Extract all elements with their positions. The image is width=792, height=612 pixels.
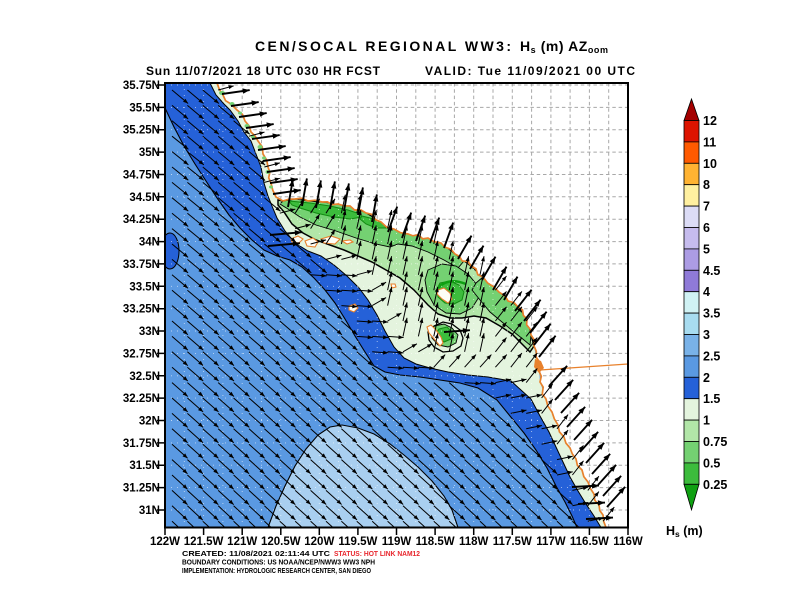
svg-text:Sun 11/07/2021 18 UTC 030 HR F: Sun 11/07/2021 18 UTC 030 HR FCST [146, 64, 381, 78]
svg-text:32.5N: 32.5N [129, 371, 160, 383]
svg-text:1.5: 1.5 [703, 392, 720, 406]
svg-text:116W: 116W [613, 536, 643, 548]
svg-text:120.5W: 120.5W [261, 536, 301, 548]
svg-text:35.75N: 35.75N [123, 80, 160, 92]
svg-text:BOUNDARY CONDITIONS: US NOAA/N: BOUNDARY CONDITIONS: US NOAA/NCEP/NWW3 W… [182, 558, 375, 567]
svg-text:35.25N: 35.25N [123, 125, 160, 137]
svg-text:4: 4 [703, 285, 710, 299]
svg-text:34.25N: 34.25N [123, 214, 160, 226]
svg-text:34.5N: 34.5N [129, 192, 160, 204]
svg-text:4.5: 4.5 [703, 264, 720, 278]
svg-text:1: 1 [703, 414, 710, 428]
svg-text:31N: 31N [139, 505, 160, 517]
svg-text:6: 6 [703, 221, 710, 235]
svg-text:116.5W: 116.5W [570, 536, 609, 548]
svg-text:31.25N: 31.25N [123, 483, 160, 495]
svg-text:32.25N: 32.25N [123, 393, 160, 405]
svg-text:119W: 119W [382, 536, 412, 548]
svg-text:STATUS: HOT LINK NAM12: STATUS: HOT LINK NAM12 [334, 549, 420, 558]
svg-text:8: 8 [703, 178, 710, 192]
svg-text:35N: 35N [139, 147, 160, 159]
svg-text:3: 3 [703, 328, 710, 342]
svg-text:3.5: 3.5 [703, 307, 720, 321]
svg-text:2.5: 2.5 [703, 349, 720, 363]
svg-text:CREATED: 11/08/2021 02:11:44 U: CREATED: 11/08/2021 02:11:44 UTC [182, 549, 331, 558]
svg-text:120W: 120W [304, 536, 334, 548]
svg-text:117.5W: 117.5W [493, 536, 532, 548]
svg-text:5: 5 [703, 242, 710, 256]
svg-text:122W: 122W [150, 536, 180, 548]
svg-text:11: 11 [703, 135, 716, 149]
svg-text:118W: 118W [459, 536, 489, 548]
svg-text:31.5N: 31.5N [129, 460, 160, 472]
svg-text:Hs (m) AZoom: Hs (m) AZoom [520, 38, 608, 55]
svg-text:119.5W: 119.5W [338, 536, 377, 548]
svg-text:33.5N: 33.5N [129, 281, 160, 293]
svg-text:32N: 32N [139, 416, 160, 428]
svg-text:31.75N: 31.75N [123, 438, 160, 450]
svg-text:32.75N: 32.75N [123, 348, 160, 360]
svg-text:IMPLEMENTATION: HYDROLOGIC RES: IMPLEMENTATION: HYDROLOGIC RESEARCH CENT… [182, 566, 371, 575]
svg-text:33.25N: 33.25N [123, 304, 160, 316]
svg-text:118.5W: 118.5W [416, 536, 455, 548]
svg-text:2: 2 [703, 371, 710, 385]
svg-text:33N: 33N [139, 326, 160, 338]
svg-text:Hs (m): Hs (m) [666, 524, 703, 539]
svg-text:VALID: Tue 11/09/2021 00 UTC: VALID: Tue 11/09/2021 00 UTC [425, 64, 635, 78]
svg-text:34N: 34N [139, 237, 160, 249]
svg-text:10: 10 [703, 157, 717, 171]
svg-text:121.5W: 121.5W [184, 536, 224, 548]
svg-text:0.75: 0.75 [703, 435, 727, 449]
svg-text:33.75N: 33.75N [123, 259, 160, 271]
svg-text:0.5: 0.5 [703, 456, 720, 470]
svg-text:CEN/SOCAL REGIONAL WW3:: CEN/SOCAL REGIONAL WW3: [255, 38, 511, 54]
svg-text:12: 12 [703, 114, 717, 128]
svg-text:7: 7 [703, 200, 710, 214]
svg-text:121W: 121W [227, 536, 257, 548]
svg-text:0.25: 0.25 [703, 478, 727, 492]
svg-text:35.5N: 35.5N [129, 102, 160, 114]
svg-text:34.75N: 34.75N [123, 170, 160, 182]
svg-text:117W: 117W [536, 536, 566, 548]
